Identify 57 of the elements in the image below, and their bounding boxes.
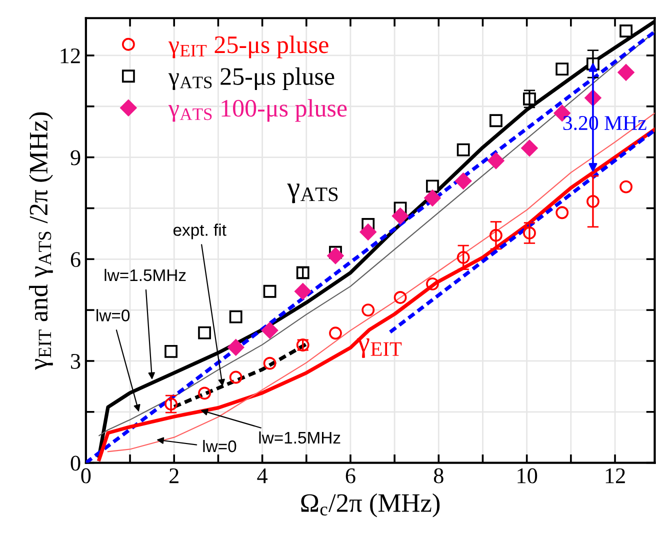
point [456,143,470,156]
legend-label: γ$_{ATS}$ 25-μs pluse [168,67,334,90]
annotation: γ$_{ATS}$ [287,184,338,204]
x-axis-title: Ω$_{c}$/2π (MHz) [301,493,440,518]
point [426,180,439,193]
annotation: lw=1.5MHz [104,268,186,282]
annotation: expt. fit [173,224,226,240]
y-tick-label: 6 [70,252,80,268]
annotation: lw=1.5MHz [259,431,340,444]
point [263,356,276,370]
point [229,310,242,324]
y-tick-label: 9 [70,150,80,166]
point [620,24,632,38]
point [294,283,312,300]
point [556,206,569,220]
point [426,277,439,290]
y-tick-label: 3 [71,354,80,369]
point [586,194,600,208]
point [488,152,504,169]
annotation: lw=0 [96,309,130,322]
x-tick-label: 4 [257,468,268,484]
x-tick-label: 8 [434,468,444,484]
point [198,386,211,400]
point [455,172,472,190]
y-tick-label: 12 [60,48,80,64]
point [424,190,441,206]
point [262,322,278,339]
point [327,247,344,264]
point [164,345,178,358]
x-tick-label: 2 [170,468,178,484]
point [618,64,634,81]
legend-label: γ$_{EIT}$ 25-μs pluse [168,36,328,58]
point [490,228,502,242]
point [394,291,407,304]
point [521,140,538,156]
point [198,326,211,340]
point [263,284,276,298]
y-tick-label: 0 [70,456,80,471]
point [490,114,502,128]
x-tick-label: 0 [81,468,91,484]
point [392,208,409,224]
point [620,180,632,194]
y-axis-title: γ$_{EIT}$ and γ$_{ATS}$ /2π (MHz) [29,112,53,370]
x-tick-label: 6 [346,468,356,484]
point [360,224,376,240]
legend-label: γ$_{ATS}$ 100-μs pluse [168,99,347,122]
point [229,370,242,384]
point [362,304,375,317]
point [556,62,569,76]
x-tick-label: 10 [518,468,538,484]
point [329,326,342,340]
point [228,339,244,356]
point [164,398,178,411]
point [523,226,536,240]
point [456,250,470,264]
annotation: lw=0 [203,440,236,452]
x-tick-label: 12 [606,468,625,484]
